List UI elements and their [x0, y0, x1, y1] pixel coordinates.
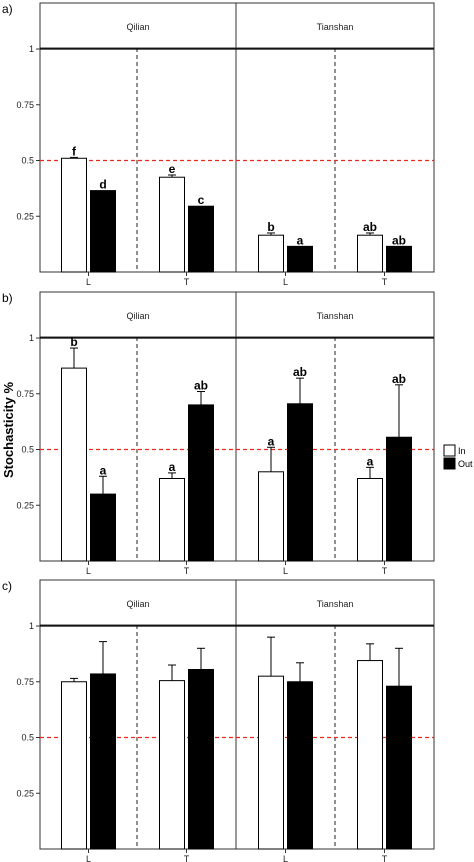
y-tick-label: 0.25	[16, 211, 34, 221]
bar-out-tianshan-L	[287, 245, 313, 273]
facet-label-tianshan: Tianshan	[317, 22, 354, 32]
facet-label-qilian: Qilian	[126, 599, 149, 609]
panel-1: a) Qilian Tianshan 0.25 0.5 0.75 1 f d e c b a ab ab L T…	[2, 2, 435, 287]
panel-label: c)	[2, 579, 12, 593]
significance-letter: ab	[194, 379, 208, 393]
significance-letter: a	[297, 233, 304, 247]
significance-letter: a	[169, 460, 176, 474]
bar-in-tianshan-L	[258, 675, 284, 850]
bar-out-qilian-L	[90, 190, 116, 273]
bar-out-qilian-T	[188, 205, 214, 273]
x-tick-label: T	[382, 277, 388, 287]
y-axis-label: Stochasticity %	[1, 382, 16, 479]
bar-in-tianshan-L	[258, 234, 284, 273]
bar-in-qilian-L	[61, 157, 87, 273]
significance-letter: d	[99, 178, 106, 192]
y-tick-label: 1	[29, 621, 34, 631]
x-tick-label: L	[283, 566, 288, 576]
legend-label-out: Out	[458, 459, 473, 469]
y-tick-label: 1	[29, 333, 34, 343]
facet-label-tianshan: Tianshan	[317, 599, 354, 609]
y-tick-label: 0.25	[16, 788, 34, 798]
bar-out-tianshan-T	[386, 685, 412, 850]
y-tick-label: 0.5	[21, 733, 34, 743]
significance-letter: ab	[293, 365, 307, 379]
facet-label-tianshan: Tianshan	[317, 311, 354, 321]
panel-label: a)	[2, 2, 13, 16]
legend-swatch-out	[443, 457, 456, 470]
y-tick-label: 0.75	[16, 677, 34, 687]
significance-letter: a	[268, 434, 275, 448]
x-tick-label: T	[184, 854, 190, 862]
x-tick-label: T	[382, 854, 388, 862]
y-tick-label: 0.5	[21, 156, 34, 166]
legend-swatch-in	[443, 444, 456, 457]
bar-out-tianshan-L	[287, 681, 313, 850]
significance-letter: c	[198, 193, 205, 207]
bar-out-qilian-T	[188, 404, 214, 562]
significance-letter: b	[267, 220, 274, 234]
x-tick-label: L	[86, 854, 91, 862]
bar-out-tianshan-T	[386, 245, 412, 273]
facet-label-qilian: Qilian	[126, 311, 149, 321]
panel-frame	[39, 579, 435, 850]
bar-in-tianshan-T	[357, 477, 383, 562]
significance-letter: ab	[363, 220, 377, 234]
y-tick-label: 0.75	[16, 389, 34, 399]
legend-label-in: In	[458, 446, 466, 456]
panel-3: c) Qilian Tianshan 0.25 0.5 0.75 1 L T L T	[2, 579, 435, 862]
x-tick-label: T	[184, 566, 190, 576]
bar-out-qilian-L	[90, 493, 116, 562]
bar-in-qilian-L	[61, 681, 87, 850]
y-tick-label: 0.75	[16, 100, 34, 110]
facet-label-qilian: Qilian	[126, 22, 149, 32]
panel-2: b) Qilian Tianshan 0.25 0.5 0.75 1 b a a ab a ab a ab L…	[2, 291, 435, 576]
x-tick-label: L	[283, 854, 288, 862]
x-tick-label: T	[184, 277, 190, 287]
x-tick-label: L	[86, 566, 91, 576]
bar-in-qilian-T	[159, 477, 185, 562]
legend: In Out	[443, 444, 473, 470]
significance-letter: a	[100, 463, 107, 477]
bar-in-tianshan-L	[258, 471, 284, 562]
y-tick-label: 0.25	[16, 500, 34, 510]
bar-in-qilian-T	[159, 176, 185, 273]
panel-frame	[39, 291, 435, 562]
significance-letter: a	[367, 454, 374, 468]
bar-in-tianshan-T	[357, 234, 383, 273]
significance-letter: ab	[392, 233, 406, 247]
x-tick-label: L	[283, 277, 288, 287]
bar-out-tianshan-L	[287, 403, 313, 562]
bar-out-qilian-L	[90, 673, 116, 850]
x-tick-label: T	[382, 566, 388, 576]
y-tick-label: 0.5	[21, 445, 34, 455]
bar-in-tianshan-T	[357, 660, 383, 850]
significance-letter: b	[70, 335, 77, 349]
bar-out-tianshan-T	[386, 436, 412, 562]
bar-in-qilian-L	[61, 367, 87, 562]
y-tick-label: 1	[29, 44, 34, 54]
significance-letter: f	[72, 144, 77, 158]
x-tick-label: L	[86, 277, 91, 287]
significance-letter: ab	[392, 372, 406, 386]
panel-label: b)	[2, 291, 13, 305]
bar-in-qilian-T	[159, 680, 185, 850]
significance-letter: e	[169, 162, 176, 176]
panel-frame	[39, 2, 435, 273]
bar-out-qilian-T	[188, 668, 214, 850]
